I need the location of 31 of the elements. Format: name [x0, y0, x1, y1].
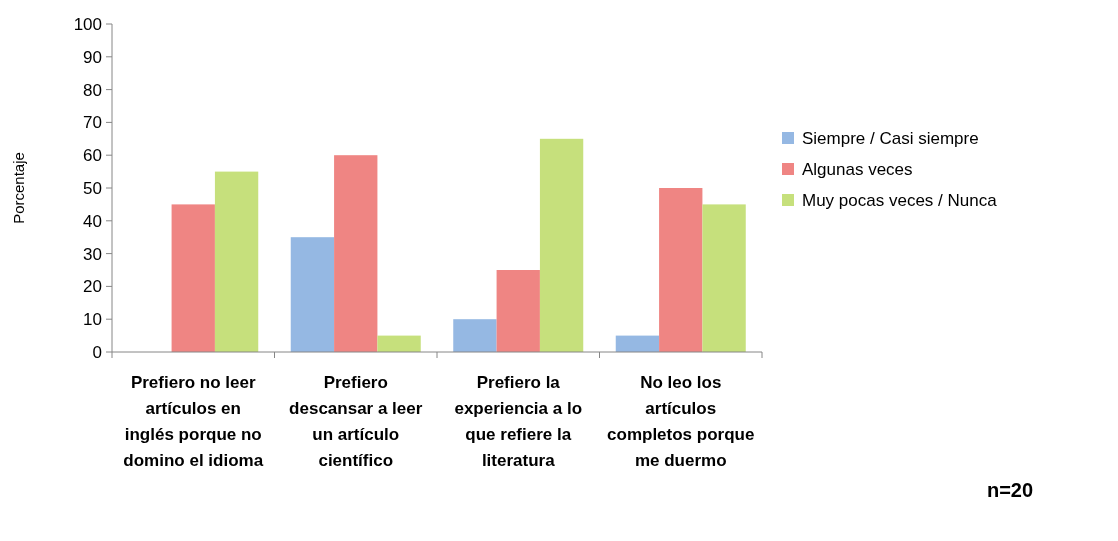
legend-label: Siempre / Casi siempre — [802, 128, 979, 148]
legend-label: Algunas veces — [802, 159, 913, 179]
bar — [539, 138, 584, 352]
bar — [334, 155, 378, 352]
y-tick-label: 80 — [83, 80, 102, 100]
y-tick-label: 90 — [83, 47, 102, 67]
bar — [615, 335, 660, 352]
y-tick-label: 70 — [83, 113, 102, 133]
y-tick-label: 40 — [83, 211, 102, 231]
bar — [290, 237, 335, 352]
bar — [214, 171, 259, 352]
x-tick-label: No leo los artículos completos porque me duermo — [607, 373, 755, 470]
y-tick-label: 10 — [83, 310, 102, 330]
bar — [702, 204, 746, 352]
bar — [171, 204, 215, 352]
bar — [453, 319, 497, 352]
y-tick-label: 100 — [73, 14, 102, 34]
y-tick-label: 30 — [83, 244, 102, 264]
text: n=20 — [986, 479, 1034, 501]
x-tick-label: Prefiero la experiencia a lo que refiere la literatura — [454, 373, 583, 470]
bar — [659, 188, 703, 352]
bar — [496, 270, 540, 352]
y-tick-label: 60 — [83, 146, 102, 166]
y-tick-label: 50 — [83, 178, 102, 198]
y-tick-label: 0 — [92, 342, 102, 362]
x-tick-label: Prefiero descansar a leer un artículo científico — [289, 373, 423, 470]
x-tick-label: Prefiero no leer artículos en inglés porque no domino el idioma — [123, 373, 264, 470]
y-tick-label: 20 — [83, 277, 102, 297]
y-axis-title: Porcentaje — [10, 152, 27, 224]
bar — [377, 335, 421, 352]
legend-label: Muy pocas veces / Nunca — [802, 190, 998, 210]
